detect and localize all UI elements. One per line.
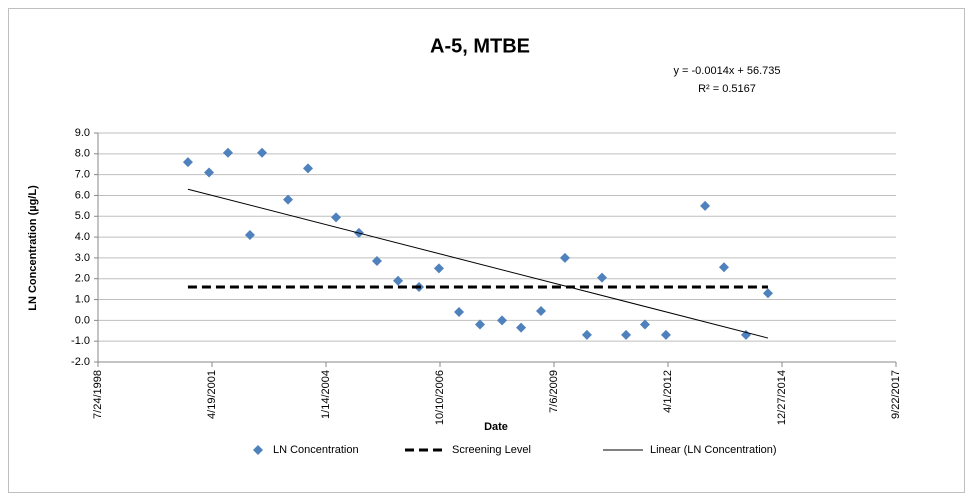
data-point	[762, 288, 773, 299]
trend-r2: R² = 0.5167	[698, 83, 756, 95]
trend-equation: y = -0.0014x + 56.735	[673, 65, 780, 77]
legend-label: Linear (LN Concentration)	[650, 444, 777, 456]
data-point	[475, 319, 486, 330]
data-point	[700, 200, 711, 211]
data-point	[740, 329, 751, 340]
data-point	[182, 157, 193, 168]
data-point	[497, 315, 508, 326]
series-line	[187, 188, 769, 339]
y-tick-label: 7.0	[75, 169, 90, 181]
data-point	[621, 329, 632, 340]
y-tick-label: -2.0	[71, 356, 90, 368]
y-tick-label: 1.0	[75, 293, 90, 305]
x-tick-label: 4/1/2012	[662, 370, 674, 413]
x-tick-label: 7/6/2009	[548, 370, 560, 413]
y-tick-label: 0.0	[75, 314, 90, 326]
data-point	[639, 319, 650, 330]
y-tick-label: 2.0	[75, 273, 90, 285]
data-point	[516, 322, 527, 333]
y-tick-label: -1.0	[71, 335, 90, 347]
x-tick-label: 10/10/2006	[434, 370, 446, 425]
data-point	[331, 212, 342, 223]
data-point	[257, 147, 268, 158]
y-axis-title: LN Concentration (µg/L)	[27, 185, 39, 311]
data-point	[302, 163, 313, 174]
data-point	[204, 167, 215, 178]
y-tick-label: 3.0	[75, 252, 90, 264]
legend-label: LN Concentration	[273, 444, 359, 456]
data-point	[660, 329, 671, 340]
legend-marker	[253, 445, 263, 455]
data-point	[596, 272, 607, 283]
data-point	[222, 147, 233, 158]
x-tick-label: 9/22/2017	[890, 370, 902, 419]
data-point	[371, 256, 382, 267]
chart-title: A-5, MTBE	[430, 35, 530, 57]
x-tick-label: 1/14/2004	[320, 370, 332, 419]
data-point	[718, 262, 729, 273]
y-tick-label: 4.0	[75, 231, 90, 243]
data-point	[536, 305, 547, 316]
x-tick-label: 7/24/1998	[92, 370, 104, 419]
data-point	[433, 263, 444, 274]
data-point	[559, 252, 570, 263]
data-point	[393, 275, 404, 286]
x-tick-label: 4/19/2001	[206, 370, 218, 419]
data-point	[244, 230, 255, 241]
y-tick-label: 6.0	[75, 189, 90, 201]
x-tick-label: 12/27/2014	[776, 370, 788, 425]
data-point	[581, 329, 592, 340]
y-tick-label: 5.0	[75, 210, 90, 222]
x-axis-title: Date	[484, 421, 508, 433]
legend-label: Screening Level	[452, 444, 531, 456]
chart-border	[8, 8, 965, 493]
data-point	[454, 307, 465, 318]
data-point	[283, 194, 294, 205]
y-tick-label: 8.0	[75, 148, 90, 160]
y-tick-label: 9.0	[75, 127, 90, 139]
